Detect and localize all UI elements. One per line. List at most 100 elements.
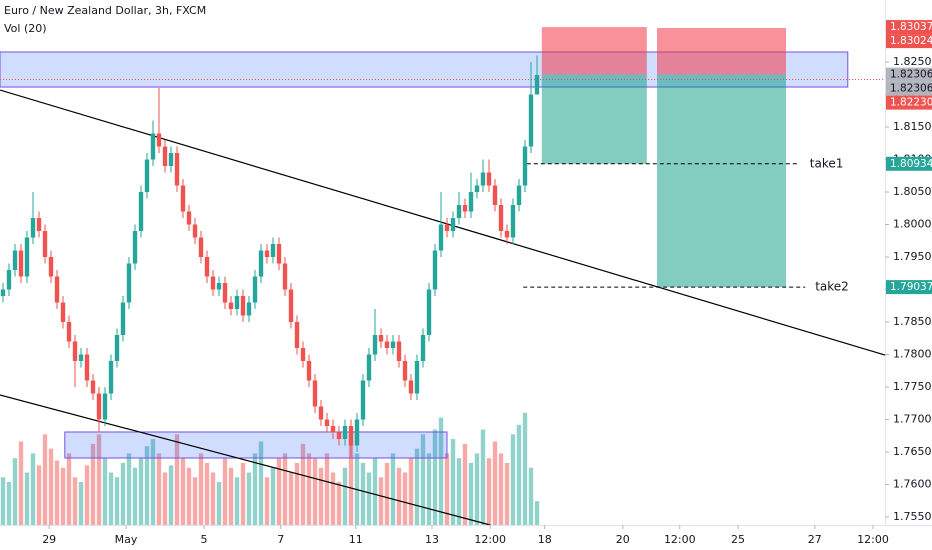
candle-body xyxy=(282,263,288,290)
volume-bar xyxy=(66,453,72,525)
candle-body xyxy=(198,237,204,258)
volume-bar xyxy=(444,453,450,525)
x-tick-label: 12:00 xyxy=(664,533,696,546)
price-label-box xyxy=(886,156,932,171)
candle-body xyxy=(324,419,330,427)
volume-bar xyxy=(156,453,162,525)
candle-body xyxy=(102,393,108,420)
price-label: 1.79037 xyxy=(890,281,932,293)
candle-body xyxy=(114,335,120,362)
candle-body xyxy=(222,283,228,303)
candle-body xyxy=(402,361,408,381)
volume-bar xyxy=(96,434,102,525)
target-label: take2 xyxy=(815,280,849,294)
candle-body xyxy=(156,133,162,147)
candle-body xyxy=(492,185,498,206)
price-label: 1.83024 xyxy=(890,35,932,47)
candle-body xyxy=(78,354,84,362)
volume-bar xyxy=(432,429,438,525)
volume-bar xyxy=(6,482,12,525)
volume-bar xyxy=(282,453,288,525)
volume-bar xyxy=(192,477,198,525)
candle-body xyxy=(426,289,432,336)
candle-body xyxy=(126,263,132,303)
candle-body xyxy=(6,270,12,290)
volume-bar xyxy=(270,467,276,525)
volume-bar xyxy=(228,467,234,525)
candle-body xyxy=(24,237,30,277)
volume-bar xyxy=(348,443,354,525)
volume-bar xyxy=(252,453,258,525)
price-label: 1.82306 xyxy=(890,69,932,81)
candle-body xyxy=(414,361,420,394)
price-label-box xyxy=(886,67,932,82)
candle-body xyxy=(108,361,114,394)
volume-bar xyxy=(492,441,498,525)
target-zone xyxy=(541,74,647,164)
x-tick-label: 20 xyxy=(616,533,630,546)
x-tick-label: 29 xyxy=(42,533,56,546)
candle-body xyxy=(162,146,168,167)
candle-body xyxy=(204,257,210,277)
candle-body xyxy=(432,250,438,290)
y-tick-label: 1.75500 xyxy=(893,510,932,523)
candle-body xyxy=(228,302,234,310)
volume-bar xyxy=(420,434,426,525)
candle-body xyxy=(246,302,252,316)
volume-bar xyxy=(24,472,30,525)
volume-bar xyxy=(138,458,144,525)
candle-body xyxy=(180,185,186,212)
candle-body xyxy=(438,224,444,251)
volume-bar xyxy=(456,458,462,525)
candle-body xyxy=(462,205,468,212)
candle-body xyxy=(468,192,474,212)
candle-body xyxy=(372,335,378,355)
candle-body xyxy=(96,393,102,420)
candle-body xyxy=(306,361,312,381)
volume-bar xyxy=(312,458,318,525)
price-label: 1.83037 xyxy=(890,21,932,33)
volume-bar xyxy=(438,417,444,525)
volume-bar xyxy=(516,424,522,525)
x-tick-label: 7 xyxy=(277,533,284,546)
volume-bar xyxy=(414,448,420,525)
price-label-box xyxy=(886,34,932,49)
volume-bar xyxy=(222,458,228,525)
y-tick-label: 1.81500 xyxy=(893,120,932,133)
volume-bar xyxy=(450,439,456,525)
y-tick-label: 1.76000 xyxy=(893,478,932,491)
candle-body xyxy=(330,426,336,433)
volume-bar xyxy=(198,453,204,525)
volume-bar xyxy=(504,462,510,525)
candle-body xyxy=(144,159,150,193)
x-tick-label: 12:00 xyxy=(857,533,889,546)
x-tick-label: 27 xyxy=(808,533,822,546)
candle-body xyxy=(54,276,60,303)
y-tick-label: 1.80000 xyxy=(893,218,932,231)
volume-bar xyxy=(54,460,60,525)
volume-bar xyxy=(168,465,174,525)
volume-bar xyxy=(120,462,126,525)
volume-bar xyxy=(276,458,282,525)
volume-bar xyxy=(186,467,192,525)
volume-bar xyxy=(306,453,312,525)
candle-body xyxy=(60,302,66,323)
candle-body xyxy=(174,153,180,186)
candle-body xyxy=(84,354,90,381)
candle-body xyxy=(30,218,36,238)
volume-bar xyxy=(378,477,384,525)
volume-bar xyxy=(48,448,54,525)
candle-body xyxy=(366,354,372,381)
price-label-box xyxy=(886,95,932,110)
candle-body xyxy=(534,75,540,95)
y-tick-label: 1.78000 xyxy=(893,348,932,361)
volume-bar xyxy=(288,472,294,525)
chart-title: Euro / New Zealand Dollar, 3h, FXCM xyxy=(4,4,206,17)
volume-bar xyxy=(324,453,330,525)
plot-area: take1 take2 xyxy=(0,27,886,526)
candle-body xyxy=(486,172,492,186)
volume-bar xyxy=(126,453,132,525)
volume-bar xyxy=(402,472,408,525)
volume-bar xyxy=(258,441,264,525)
volume-bar xyxy=(210,472,216,525)
